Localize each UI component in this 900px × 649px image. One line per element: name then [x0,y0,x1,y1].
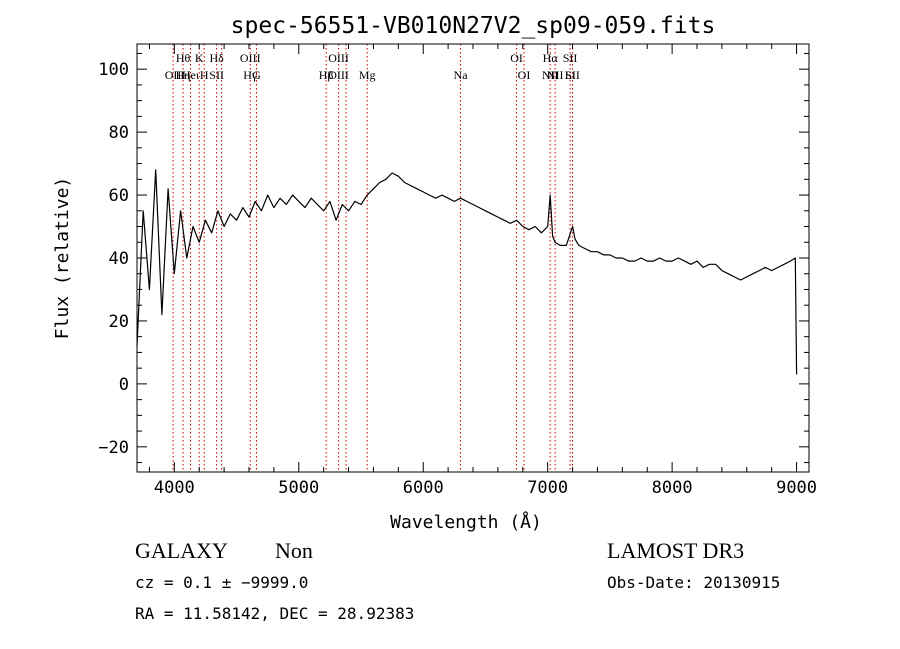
line-label-5-0: Hδ [209,51,224,65]
line-label-0-1: OII [165,68,182,82]
x-tick-label-0: 4000 [154,478,195,498]
line-label-1-1: Hη [176,68,191,82]
line-label-7-0: OIII [240,51,261,65]
line-label-19-1: SII [565,68,580,82]
survey-name: LAMOST DR3 [607,538,744,563]
line-label-15-1: OI [518,68,531,82]
object-subclass: Non [275,538,313,563]
y-tick-label-4: 60 [109,186,129,206]
chart-title: spec-56551-VB010N27V2_sp09-059.fits [231,13,716,39]
y-tick-label-6: 100 [98,60,129,80]
y-tick-label-0: −20 [98,438,129,458]
line-label-4-1: H [200,68,209,82]
x-axis-label: Wavelength (Å) [390,511,542,533]
x-tick-label-2: 6000 [403,478,444,498]
line-label-10-1: OIII [328,68,349,82]
line-label-16-1: NII [542,68,559,82]
y-tick-label-3: 40 [109,249,129,269]
axis-ticks: 4000 5000 6000 7000 8000 9000 −20 0 20 40 60 80 100 [98,44,817,498]
y-tick-label-2: 20 [109,312,129,332]
flux-series [136,169,798,375]
line-label-5-1: SII [209,68,224,82]
x-tick-label-5: 9000 [776,478,817,498]
line-label-17-1: NII [547,68,564,82]
x-tick-label-4: 8000 [652,478,693,498]
emission-line-markers [172,44,574,472]
series-line-0 [136,169,798,375]
line-label-8-1: G [252,68,261,82]
line-label-9-1: Hβ [319,68,334,82]
line-label-18-1: Li [565,68,576,82]
object-class: GALAXY [135,538,228,563]
observation-date: Obs-Date: 20130915 [607,573,780,592]
line-label-7-1: Hγ [243,68,258,82]
y-tick-label-1: 0 [119,375,129,395]
line-label-13-1: Na [454,68,469,82]
line-label-2-1: Heι [182,68,200,82]
coordinates: RA = 11.58142, DEC = 28.92383 [135,604,414,623]
line-label-12-1: Mg [359,68,376,82]
line-label-3-0: K [195,51,204,65]
line-label-18-0: SII [563,51,578,65]
line-label-10-0: OIII [328,51,349,65]
line-label-16-0: Hα [543,51,559,65]
x-tick-label-1: 5000 [278,478,319,498]
line-label-1-0: Hθ [176,51,191,65]
y-tick-label-5: 80 [109,123,129,143]
redshift-value: cz = 0.1 ± −9999.0 [135,573,308,592]
x-tick-label-3: 7000 [527,478,568,498]
line-label-14-0: OI [510,51,523,65]
y-axis-label: Flux (relative) [52,177,73,340]
plot-frame [136,43,810,473]
